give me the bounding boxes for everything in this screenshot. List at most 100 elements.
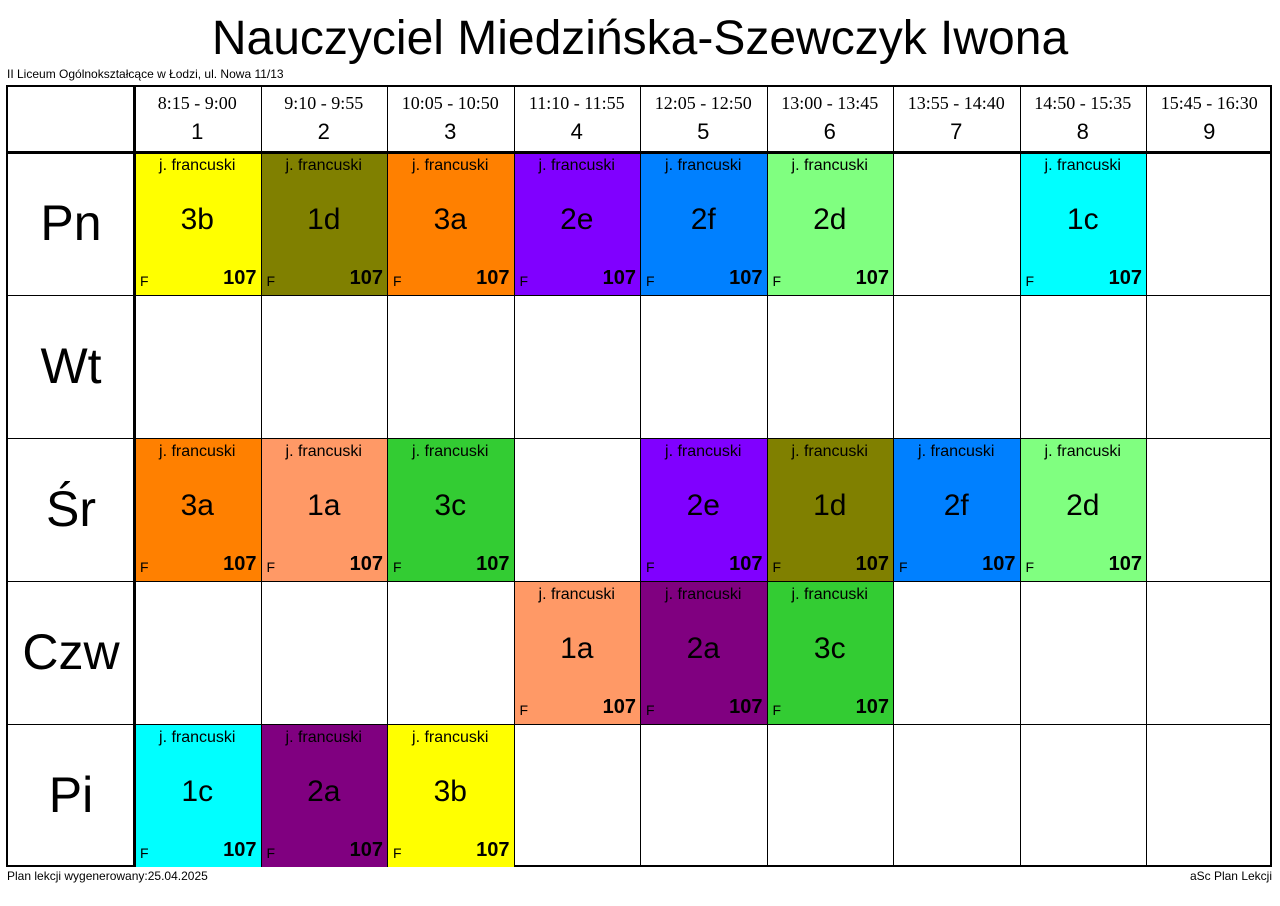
lesson-teacher: F — [393, 273, 402, 289]
lesson-room: 107 — [602, 267, 636, 289]
grid-line — [260, 87, 262, 867]
page-title: Nauczyciel Miedzińska-Szewczyk Iwona — [211, 12, 1069, 65]
lesson-room: 107 — [223, 839, 257, 861]
lesson-room: 107 — [602, 696, 636, 718]
period-number: 8 — [1076, 119, 1089, 144]
lesson-cell[interactable]: j. francuski 3c F 107 — [766, 581, 893, 724]
period-header: 11:10 - 11:55 4 — [514, 87, 641, 152]
period-header: 13:00 - 13:45 6 — [767, 87, 894, 152]
lesson-subject: j. francuski — [1044, 157, 1121, 174]
lesson-cell[interactable]: j. francuski 2d F 107 — [1019, 438, 1146, 581]
period-number: 3 — [444, 119, 457, 144]
period-number: 5 — [697, 119, 710, 144]
school-name: II Liceum Ogólnokształcące w Łodzi, ul. … — [7, 67, 284, 81]
lesson-teacher: F — [519, 273, 529, 289]
lesson-room: 107 — [223, 267, 257, 289]
lesson-class: 2a — [307, 775, 341, 808]
lesson-teacher: F — [646, 559, 655, 575]
lesson-cell[interactable]: j. francuski 2f F 107 — [640, 152, 767, 295]
lesson-cell[interactable]: j. francuski 2e F 107 — [513, 152, 640, 295]
day-label: Pn — [40, 195, 102, 251]
lesson-room: 107 — [349, 267, 383, 289]
lesson-teacher: F — [393, 559, 402, 575]
lesson-class: 1c — [1066, 203, 1099, 236]
period-number: 6 — [823, 119, 836, 144]
day-label: Śr — [46, 481, 96, 537]
timetable-grid: j. francuski 3b F 107 j. francuski 1d F 107 j. f… — [6, 85, 1272, 867]
grid-line — [8, 438, 1270, 439]
lesson-room: 107 — [349, 839, 383, 861]
lesson-subject: j. francuski — [665, 586, 742, 603]
lesson-teacher: F — [646, 273, 655, 289]
period-header: 9:10 - 9:55 2 — [261, 87, 388, 152]
lesson-room: 107 — [476, 839, 510, 861]
lesson-subject: j. francuski — [412, 157, 489, 174]
period-time: 13:00 - 13:45 — [781, 93, 879, 113]
lesson-cell[interactable]: j. francuski 3a F 107 — [387, 152, 514, 295]
app-name: aSc Plan Lekcji — [1189, 869, 1272, 883]
period-time: 14:50 - 15:35 — [1034, 93, 1132, 113]
lesson-class: 2f — [943, 489, 969, 522]
lesson-room: 107 — [349, 553, 383, 575]
period-header: 10:05 - 10:50 3 — [387, 87, 514, 152]
lesson-room: 107 — [982, 553, 1016, 575]
lesson-cell[interactable]: j. francuski 3b F 107 — [387, 724, 514, 867]
period-number: 4 — [570, 119, 583, 144]
lesson-cell[interactable]: j. francuski 1d F 107 — [260, 152, 387, 295]
lesson-cell[interactable]: j. francuski 2a F 107 — [640, 581, 767, 724]
lesson-class: 2e — [560, 203, 594, 236]
lesson-class: 2a — [686, 632, 720, 665]
lesson-class: 3a — [180, 489, 214, 522]
period-header: 15:45 - 16:30 9 — [1146, 87, 1273, 152]
lesson-cell[interactable]: j. francuski 1c F 107 — [134, 724, 261, 867]
lesson-cell[interactable]: j. francuski 2d F 107 — [766, 152, 893, 295]
lesson-class: 1a — [560, 632, 594, 665]
grid-line — [1146, 87, 1147, 867]
lesson-teacher: F — [772, 559, 782, 575]
lesson-room: 107 — [855, 553, 889, 575]
period-number: 7 — [950, 119, 963, 144]
lesson-room: 107 — [476, 267, 510, 289]
lesson-class: 3b — [180, 203, 214, 236]
lesson-teacher: F — [519, 702, 529, 718]
grid-line — [8, 581, 1270, 582]
lesson-teacher: F — [393, 845, 402, 861]
grid-line — [133, 87, 136, 867]
generated-date: Plan lekcji wygenerowany:25.04.2025 — [7, 869, 208, 883]
lesson-cell[interactable]: j. francuski 3b F 107 — [134, 152, 261, 295]
lesson-subject: j. francuski — [665, 443, 742, 460]
lesson-cell[interactable]: j. francuski 3a F 107 — [134, 438, 261, 581]
lesson-class: 1d — [813, 489, 847, 522]
grid-line — [8, 295, 1270, 296]
lesson-subject: j. francuski — [918, 443, 995, 460]
lesson-cell[interactable]: j. francuski 1a F 107 — [513, 581, 640, 724]
lesson-cell[interactable]: j. francuski 1a F 107 — [260, 438, 387, 581]
lesson-teacher: F — [899, 559, 908, 575]
lesson-room: 107 — [729, 267, 763, 289]
lesson-teacher: F — [266, 845, 276, 861]
lesson-class: 3b — [433, 775, 467, 808]
lesson-subject: j. francuski — [159, 443, 236, 460]
day-label: Wt — [40, 338, 102, 394]
grid-line — [893, 87, 894, 867]
grid-line — [513, 87, 515, 867]
lesson-cell[interactable]: j. francuski 3c F 107 — [387, 438, 514, 581]
period-time: 15:45 - 16:30 — [1160, 93, 1258, 113]
lesson-teacher: F — [266, 273, 276, 289]
lesson-cell[interactable]: j. francuski 1c F 107 — [1019, 152, 1146, 295]
lesson-teacher: F — [140, 273, 149, 289]
lesson-cell[interactable]: j. francuski 2e F 107 — [640, 438, 767, 581]
lesson-cell[interactable]: j. francuski 2f F 107 — [893, 438, 1020, 581]
day-label: Czw — [22, 624, 120, 680]
lesson-subject: j. francuski — [159, 729, 236, 746]
lesson-teacher: F — [140, 845, 149, 861]
grid-line — [8, 151, 1270, 154]
lesson-cell[interactable]: j. francuski 2a F 107 — [260, 724, 387, 867]
grid-line — [640, 87, 641, 867]
period-number: 1 — [191, 119, 204, 144]
lesson-subject: j. francuski — [285, 157, 362, 174]
period-time: 8:15 - 9:00 — [157, 93, 237, 113]
lesson-cell[interactable]: j. francuski 1d F 107 — [766, 438, 893, 581]
lesson-subject: j. francuski — [791, 443, 868, 460]
lesson-teacher: F — [140, 559, 149, 575]
